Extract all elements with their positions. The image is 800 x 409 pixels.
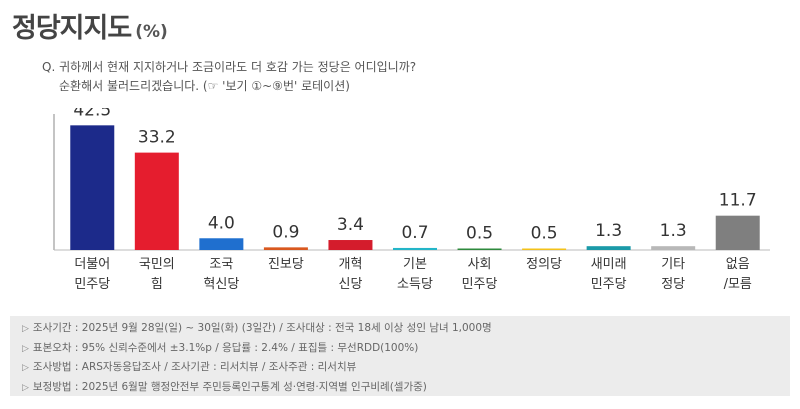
bar [715, 215, 760, 250]
category-label: 민주당 [462, 277, 498, 292]
category-label: 더불어 [74, 257, 110, 272]
title-unit: (%) [135, 22, 168, 42]
data-label: 0.5 [466, 224, 493, 244]
triangle-icon: ▷ [22, 363, 29, 373]
category-label: 국민의 [139, 257, 175, 272]
footer-line: ▷ 조사방법 : ARS자동응답조사 / 조사기관 : 리서치뷰 / 조사주관 :… [22, 358, 778, 378]
category-label: 기본 [403, 257, 427, 272]
triangle-icon: ▷ [22, 324, 29, 334]
survey-question: Q. 귀하께서 현재 지지하거나 조금이라도 더 호감 가는 정당은 어디입니까… [42, 58, 416, 96]
footer-line: ▷ 표본오차 : 95% 신뢰수준에서 ±3.1%p / 응답률 : 2.4% /… [22, 339, 778, 359]
data-label: 42.5 [73, 108, 111, 120]
triangle-icon: ▷ [22, 382, 29, 393]
bar [70, 125, 115, 250]
data-label: 0.5 [531, 224, 558, 244]
category-label: 정의당 [526, 257, 562, 272]
category-label: 진보당 [268, 257, 304, 272]
title-text: 정당지지도 [12, 13, 132, 44]
category-label: 새미래 [591, 257, 627, 272]
bar [199, 238, 244, 250]
category-label: 조국 [209, 257, 233, 272]
bar [393, 247, 437, 250]
data-label: 1.3 [595, 221, 622, 241]
category-label: 사회 [468, 257, 492, 272]
category-label: 개혁 [338, 257, 362, 272]
bar [651, 246, 696, 250]
bar [586, 246, 631, 250]
category-label: 없음 [726, 257, 750, 272]
page-title: 정당지지도 (%) [12, 6, 168, 45]
category-label: 민주당 [74, 277, 110, 292]
category-label: 정당 [661, 277, 685, 292]
data-label: 4.0 [208, 213, 235, 233]
survey-info-box: ▷ 조사기간 : 2025년 9월 28일(일) ~ 30일(화) (3일간) /… [10, 316, 790, 396]
category-label: 혁신당 [203, 277, 239, 292]
bar [522, 248, 567, 250]
data-label: 0.9 [272, 222, 299, 242]
data-label: 33.2 [138, 128, 176, 148]
bar [134, 152, 179, 250]
footer-line: ▷ 보정방법 : 2025년 6월말 행정안전부 주민등록인구통계 성·연령·지역… [22, 378, 778, 398]
triangle-icon: ▷ [22, 343, 29, 354]
question-line-2: 순환해서 불러드리겠습니다. (☞ '보기 ①~⑨번' 로테이션) [59, 79, 350, 93]
data-label: 11.7 [719, 191, 757, 211]
bar [457, 248, 502, 250]
footer-text: 조사방법 : ARS자동응답조사 / 조사기관 : 리서치뷰 / 조사주관 : … [32, 361, 357, 373]
footer-line: ▷ 조사기간 : 2025년 9월 28일(일) ~ 30일(화) (3일간) /… [22, 319, 778, 339]
category-label: 신당 [338, 277, 362, 292]
category-label: 기타 [661, 257, 685, 272]
category-label: 소득당 [397, 277, 433, 292]
bar [263, 247, 308, 250]
category-label: 민주당 [591, 277, 627, 292]
footer-text: 표본오차 : 95% 신뢰수준에서 ±3.1%p / 응답률 : 2.4% / … [32, 341, 419, 354]
question-line-1: Q. 귀하께서 현재 지지하거나 조금이라도 더 호감 가는 정당은 어디입니까… [42, 60, 417, 74]
data-label: 1.3 [660, 221, 687, 241]
category-label: /모름 [724, 277, 752, 292]
data-label: 0.7 [401, 223, 428, 243]
data-label: 3.4 [337, 215, 364, 235]
category-label: 힘 [151, 277, 163, 292]
footer-text: 보정방법 : 2025년 6월말 행정안전부 주민등록인구통계 성·연령·지역별… [32, 380, 427, 393]
footer-text: 조사기간 : 2025년 9월 28일(일) ~ 30일(화) (3일간) / … [32, 322, 492, 334]
bar [328, 240, 373, 250]
